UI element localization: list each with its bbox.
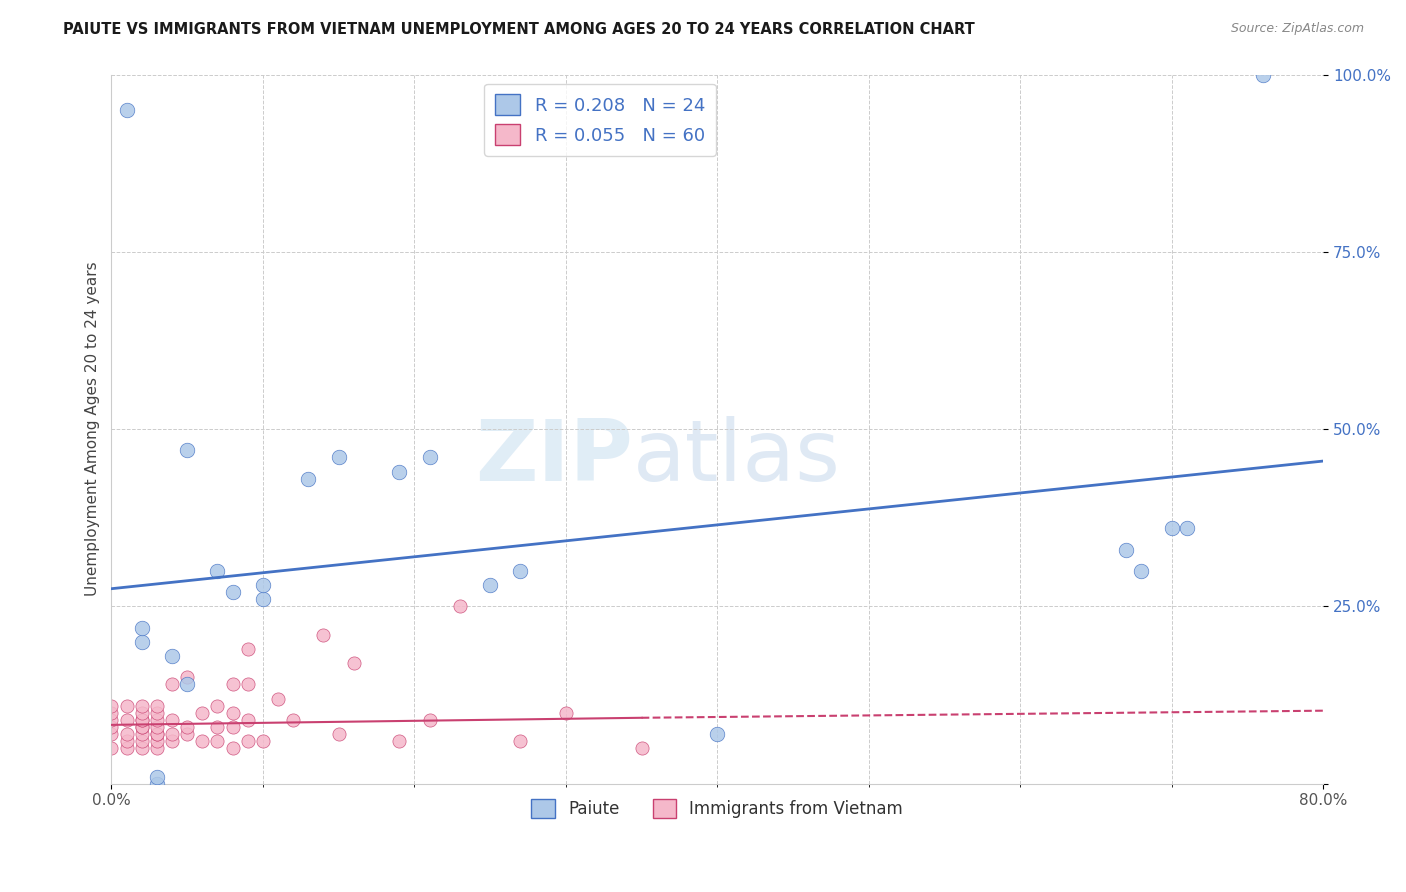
Point [1130,564,1153,578]
Point [146,777,169,791]
Point [146,713,169,727]
Point [115,698,138,713]
Point [221,677,243,691]
Point [131,727,153,741]
Point [131,741,153,756]
Point [449,599,471,614]
Point [706,727,728,741]
Point [146,727,169,741]
Point [146,741,169,756]
Point [176,443,198,458]
Point [115,734,138,748]
Point [146,727,169,741]
Point [207,564,229,578]
Point [418,713,440,727]
Point [418,450,440,465]
Point [160,713,183,727]
Point [115,713,138,727]
Point [221,720,243,734]
Text: Source: ZipAtlas.com: Source: ZipAtlas.com [1230,22,1364,36]
Point [221,741,243,756]
Point [479,578,502,592]
Point [131,713,153,727]
Point [100,713,122,727]
Point [252,578,274,592]
Point [176,677,198,691]
Point [509,564,531,578]
Point [1251,68,1274,82]
Point [115,741,138,756]
Point [1175,521,1198,535]
Point [554,706,576,720]
Point [176,727,198,741]
Legend: Paiute, Immigrants from Vietnam: Paiute, Immigrants from Vietnam [524,792,910,825]
Point [160,727,183,741]
Point [160,677,183,691]
Point [388,465,411,479]
Point [160,649,183,664]
Point [115,727,138,741]
Point [100,706,122,720]
Point [283,713,305,727]
Point [207,720,229,734]
Point [630,741,652,756]
Point [100,741,122,756]
Point [343,656,366,670]
Point [100,698,122,713]
Text: atlas: atlas [633,416,841,499]
Point [328,727,350,741]
Point [146,720,169,734]
Point [267,691,290,706]
Point [236,642,259,657]
Point [131,635,153,649]
Point [131,734,153,748]
Point [207,698,229,713]
Text: PAIUTE VS IMMIGRANTS FROM VIETNAM UNEMPLOYMENT AMONG AGES 20 TO 24 YEARS CORRELA: PAIUTE VS IMMIGRANTS FROM VIETNAM UNEMPL… [63,22,974,37]
Y-axis label: Unemployment Among Ages 20 to 24 years: Unemployment Among Ages 20 to 24 years [86,262,100,597]
Point [160,734,183,748]
Point [191,706,214,720]
Point [146,734,169,748]
Point [100,720,122,734]
Point [176,720,198,734]
Point [146,706,169,720]
Point [236,713,259,727]
Text: ZIP: ZIP [475,416,633,499]
Point [207,734,229,748]
Point [131,621,153,635]
Point [509,734,531,748]
Point [131,713,153,727]
Point [131,706,153,720]
Point [252,592,274,607]
Point [176,670,198,684]
Point [131,720,153,734]
Point [328,450,350,465]
Point [146,698,169,713]
Point [100,727,122,741]
Point [221,585,243,599]
Point [191,734,214,748]
Point [1115,542,1137,557]
Point [236,677,259,691]
Point [131,720,153,734]
Point [297,472,319,486]
Point [388,734,411,748]
Point [1160,521,1182,535]
Point [221,706,243,720]
Point [236,734,259,748]
Point [252,734,274,748]
Point [115,103,138,117]
Point [131,698,153,713]
Point [146,770,169,784]
Point [312,628,335,642]
